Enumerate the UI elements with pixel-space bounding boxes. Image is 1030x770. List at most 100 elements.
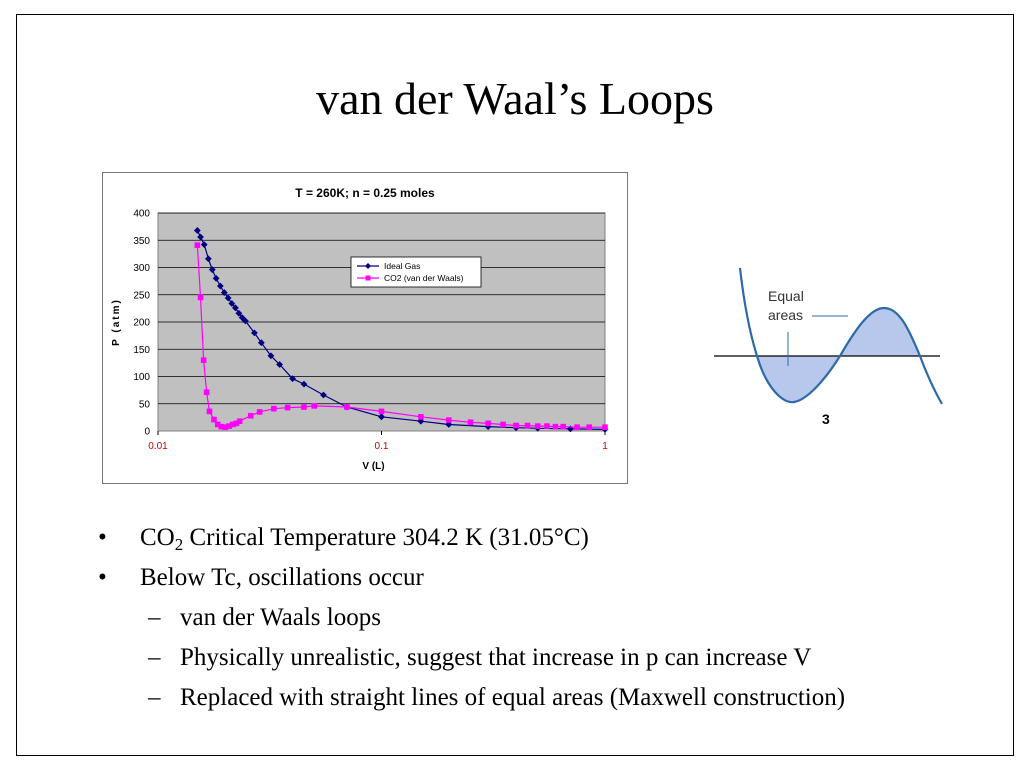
bullet-item: • Below Tc, oscillations occur bbox=[98, 562, 845, 602]
subbullet-item: – Physically unrealistic, suggest that i… bbox=[98, 642, 845, 682]
vdw-point bbox=[211, 416, 217, 423]
ideal-gas-point bbox=[267, 352, 275, 360]
vdw-point bbox=[247, 412, 254, 419]
vdw-point bbox=[218, 423, 225, 430]
subbullet-dash: – bbox=[148, 644, 161, 671]
subbullet-text: Physically unrealistic, suggest that inc… bbox=[180, 644, 812, 671]
vdw-point bbox=[544, 423, 550, 429]
y-tick-label: 100 bbox=[133, 372, 150, 383]
ideal-gas-point bbox=[300, 380, 308, 388]
ideal-gas-point bbox=[200, 241, 208, 249]
y-tick-label: 250 bbox=[133, 290, 150, 301]
subbullet-dash: – bbox=[148, 684, 161, 711]
equal-label: Equal bbox=[768, 288, 804, 304]
ideal-gas-point bbox=[193, 227, 201, 234]
legend-marker bbox=[365, 275, 371, 281]
bullet-text: CO2 Critical Temperature 304.2 K (31.05°… bbox=[140, 524, 589, 554]
y-tick-label: 400 bbox=[133, 209, 150, 220]
areas-label: areas bbox=[768, 307, 803, 323]
vdw-point bbox=[552, 423, 559, 430]
ideal-gas-point bbox=[208, 266, 216, 274]
vdw-point bbox=[226, 423, 232, 429]
vdw-point bbox=[560, 423, 566, 430]
vdw-point bbox=[513, 422, 519, 429]
bullet-dot: • bbox=[98, 564, 107, 591]
legend-box bbox=[350, 256, 482, 288]
bullet-item: • CO2 Critical Temperature 304.2 K (31.0… bbox=[98, 522, 845, 562]
vdw-point bbox=[284, 404, 291, 411]
maxwell-loop-figure: Equal areas 3 bbox=[714, 267, 943, 427]
ideal-gas-point bbox=[212, 275, 220, 282]
vdw-point bbox=[378, 408, 385, 415]
ideal-gas-point bbox=[216, 282, 224, 290]
ideal-gas-point bbox=[204, 255, 212, 263]
vdw-point bbox=[197, 294, 204, 301]
vdw-point bbox=[271, 405, 277, 412]
ideal-gas-point bbox=[235, 309, 243, 317]
y-axis-label: P (atm) bbox=[111, 298, 122, 346]
ideal-gas-point bbox=[276, 361, 283, 368]
loop-curve bbox=[738, 267, 943, 405]
vdw-point bbox=[574, 424, 580, 430]
ideal-gas-point bbox=[320, 391, 327, 399]
vdw-point bbox=[467, 419, 474, 426]
vdw-point bbox=[344, 404, 350, 410]
vdw-point bbox=[229, 421, 236, 428]
ideal-gas-point bbox=[289, 375, 296, 383]
vdw-point bbox=[485, 420, 491, 427]
y-tick-label: 350 bbox=[133, 236, 150, 247]
x-axis-label: V (L) bbox=[362, 461, 384, 472]
bullet-list: • CO2 Critical Temperature 304.2 K (31.0… bbox=[98, 522, 845, 722]
chart-title: T = 260K; n = 0.25 moles bbox=[295, 186, 435, 200]
vdw-point bbox=[194, 242, 201, 248]
vdw-point bbox=[222, 424, 229, 430]
x-tick-label: 1 bbox=[602, 441, 608, 452]
loop-upper-area bbox=[840, 308, 920, 356]
ideal-gas-point bbox=[257, 339, 265, 347]
ideal-gas-point bbox=[484, 423, 492, 431]
vdw-point bbox=[418, 414, 424, 420]
ideal-gas-point bbox=[241, 317, 249, 325]
vdw-point bbox=[445, 417, 452, 423]
subbullet-dash: – bbox=[148, 604, 161, 631]
legend-label: Ideal Gas bbox=[384, 261, 420, 271]
ideal-gas-point bbox=[378, 413, 385, 421]
x-tick-label: 0.1 bbox=[375, 441, 389, 452]
slide-title: van der Waal’s Loops bbox=[316, 73, 714, 124]
ideal-gas-point bbox=[251, 329, 258, 337]
bullet-dot: • bbox=[98, 524, 107, 551]
subbullet-item: – Replaced with straight lines of equal … bbox=[98, 682, 845, 722]
y-tick-label: 300 bbox=[133, 263, 150, 274]
y-tick-label: 150 bbox=[133, 345, 150, 356]
vdw-point bbox=[256, 409, 263, 415]
legend-marker bbox=[365, 263, 371, 269]
bullet-text: Below Tc, oscillations occur bbox=[140, 564, 424, 591]
vdw-point bbox=[236, 418, 243, 424]
vdw-point bbox=[534, 423, 541, 429]
ideal-gas-point bbox=[228, 300, 236, 307]
vdw-point bbox=[524, 422, 531, 429]
vdw-point bbox=[214, 421, 221, 428]
figure-number: 3 bbox=[822, 411, 830, 427]
vdw-point bbox=[233, 420, 240, 427]
x-tick-label: 0.01 bbox=[148, 441, 168, 452]
legend-label: CO2 (van der Waals) bbox=[384, 273, 464, 283]
ideal-gas-point bbox=[445, 421, 453, 428]
vdw-point bbox=[200, 357, 207, 363]
vdw-point bbox=[203, 389, 210, 396]
subbullet-item: – van der Waals loops bbox=[98, 602, 845, 642]
y-tick-label: 200 bbox=[133, 318, 150, 329]
ideal-gas-point bbox=[220, 289, 228, 296]
loop-lower-area bbox=[757, 356, 840, 403]
vdw-point bbox=[602, 424, 608, 430]
vdw-point bbox=[206, 408, 213, 415]
ideal-gas-point bbox=[224, 294, 232, 302]
y-tick-label: 0 bbox=[144, 427, 150, 438]
vdw-point bbox=[301, 404, 307, 410]
vdw-point bbox=[586, 424, 593, 430]
subbullet-text: Replaced with straight lines of equal ar… bbox=[180, 684, 846, 711]
pv-chart-svg: 0 50 100 150 200 250 300 350 400 0.01 0.1 1 T = 260K… bbox=[111, 186, 609, 472]
y-tick-label: 50 bbox=[139, 399, 151, 410]
pv-chart: 0 50 100 150 200 250 300 350 400 0.01 0.1 1 T = 260K… bbox=[102, 172, 628, 484]
vdw-point bbox=[311, 403, 318, 409]
